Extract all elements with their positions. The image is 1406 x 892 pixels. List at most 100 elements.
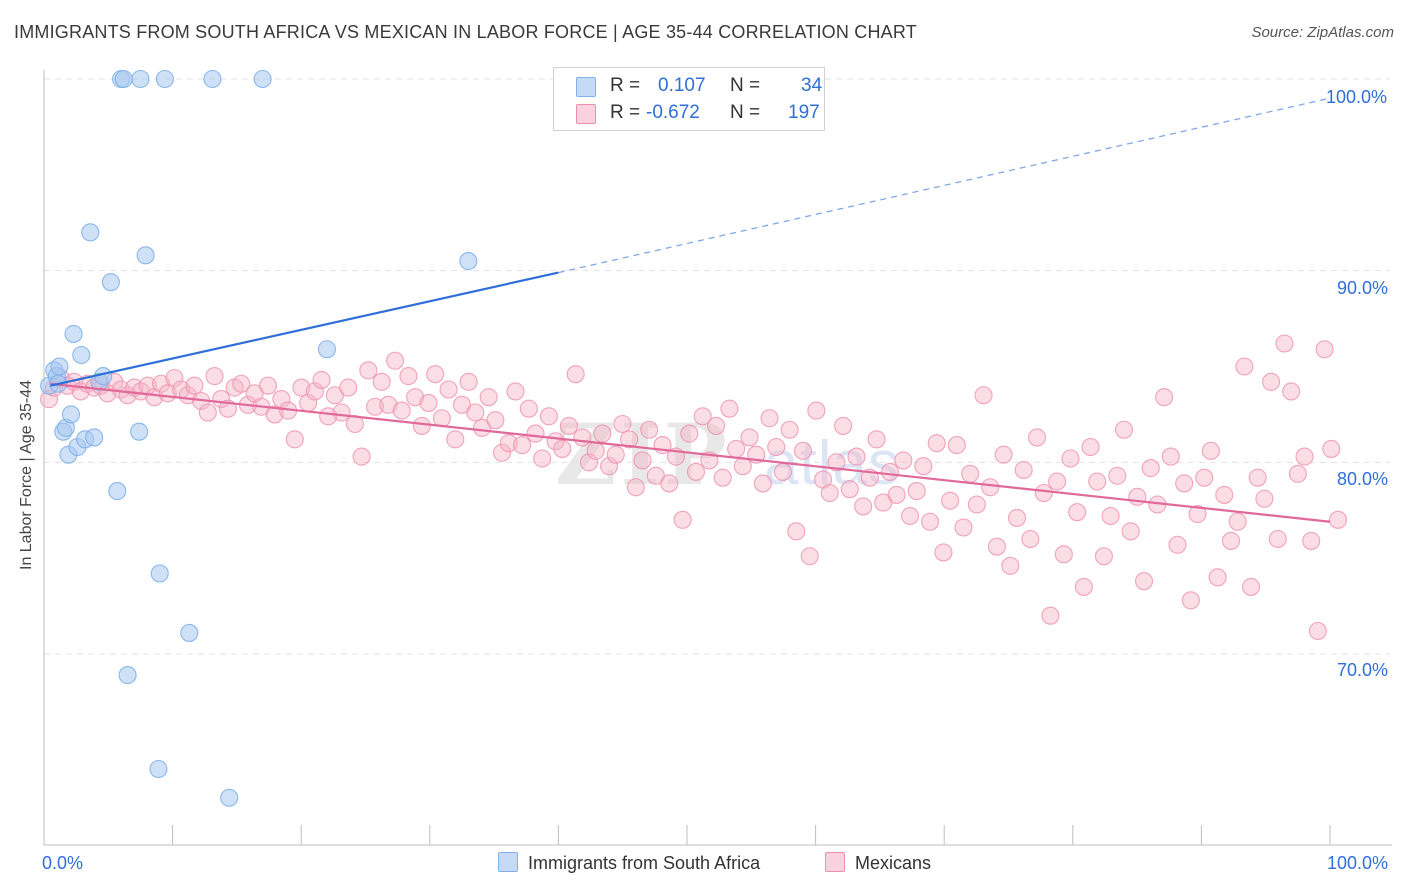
mexicans-point [1268,529,1287,549]
mexicans-point [693,407,712,426]
mexicans-point [720,399,739,418]
mexicans-point [1241,577,1261,596]
mexicans-point [305,382,324,401]
mexicans-point [620,430,639,449]
south-africa-point [150,564,169,583]
mexicans-point [553,439,572,458]
mexicans-point [285,430,304,449]
y-tick-90: 90.0% [1337,278,1389,298]
mexicans-point [513,436,532,455]
mexicans-point [927,434,946,453]
axes [43,70,1392,846]
mexicans-point [900,506,920,526]
mexicans-point [573,428,592,447]
mexicans-point [807,401,826,420]
mexicans-point [198,403,217,422]
mexicans-point [820,483,839,503]
mexicans-point [493,443,512,462]
mexicans-point [707,416,726,435]
south-africa-point [253,69,272,89]
south-africa-point [203,69,222,89]
legend-n-label: N = [730,102,761,123]
mexicans-point [961,464,980,483]
south-africa-point [72,345,91,365]
mexicans-point [686,462,706,481]
mexicans-point [332,403,351,422]
mexicans-point [733,457,752,476]
legend-r-value: 0.107 [658,75,706,96]
south-africa-point [136,246,155,265]
mexicans-point [880,462,899,481]
mexicans-point [1101,506,1120,526]
south-africa-point [131,69,150,89]
mexicans-point [767,437,786,457]
mexicans-point [265,405,284,424]
mexicans-point [399,367,418,386]
mexicans-point [780,420,799,439]
mexicans-point [1208,568,1227,587]
mexicans-point [907,482,926,501]
mexicans-point [1195,468,1214,487]
mexicans-point [994,445,1013,464]
mexicans-point [646,466,665,485]
mexicans-point [1114,420,1134,439]
mexicans-point [205,367,224,386]
mexicans-point [1221,531,1241,550]
mexicans-point [1081,437,1100,457]
bottom-legend-label: Mexicans [855,853,932,873]
mexicans-point [312,370,331,389]
mexicans-point [1168,535,1187,554]
mexicans-point [1215,485,1234,504]
mexicans-point [974,386,993,405]
mexicans-point [1068,503,1087,522]
mexicans-point [914,457,933,476]
mexicans-point [1282,382,1301,401]
mexicans-points [39,334,1348,641]
south-africa-point [180,623,199,642]
mexicans-point [1322,439,1341,458]
south-africa-point [108,482,127,501]
mexicans-point [894,451,913,470]
mexicans-point [600,457,619,476]
south-africa-point [50,357,69,376]
mexicans-point [439,380,458,399]
mexicans-point [1128,487,1147,506]
mexicans-point [1262,372,1281,391]
south-africa-point [220,788,239,807]
mexicans-point [339,378,358,397]
mexicans-trend-line [50,382,1331,523]
mexicans-point [386,351,405,370]
south-africa-point [149,759,168,779]
gridlines [44,78,1390,655]
mexicans-point [1088,472,1107,491]
south-africa-points [40,69,478,807]
mexicans-point [1108,466,1127,485]
south-africa-trend-line [50,271,559,387]
mexicans-point [319,407,338,426]
mexicans-point [834,416,853,435]
mexicans-point [773,462,792,481]
south-africa-point [61,405,81,424]
mexicans-point [633,451,652,470]
bottom-legend-label: Immigrants from South Africa [528,853,761,873]
south-africa-point [130,422,149,441]
mexicans-point [533,449,552,468]
mexicans-point [372,372,391,391]
mexicans-point [452,395,472,414]
legend-r-value: -0.672 [646,102,700,123]
mexicans-point [325,386,344,405]
south-africa-point [118,666,137,685]
mexicans-point [934,543,953,562]
mexicans-point [586,441,605,460]
mexicans-point [1302,531,1321,550]
mexicans-point [559,416,578,435]
mexicans-point [459,372,478,391]
mexicans-point [1228,512,1247,531]
mexicans-point [359,361,378,380]
mexicans-point [1048,472,1067,491]
mexicans-point [981,478,1000,497]
mexicans-point [967,495,986,514]
mexicans-point [1295,447,1314,466]
mexicans-point [426,365,445,384]
mexicans-point [793,441,813,460]
